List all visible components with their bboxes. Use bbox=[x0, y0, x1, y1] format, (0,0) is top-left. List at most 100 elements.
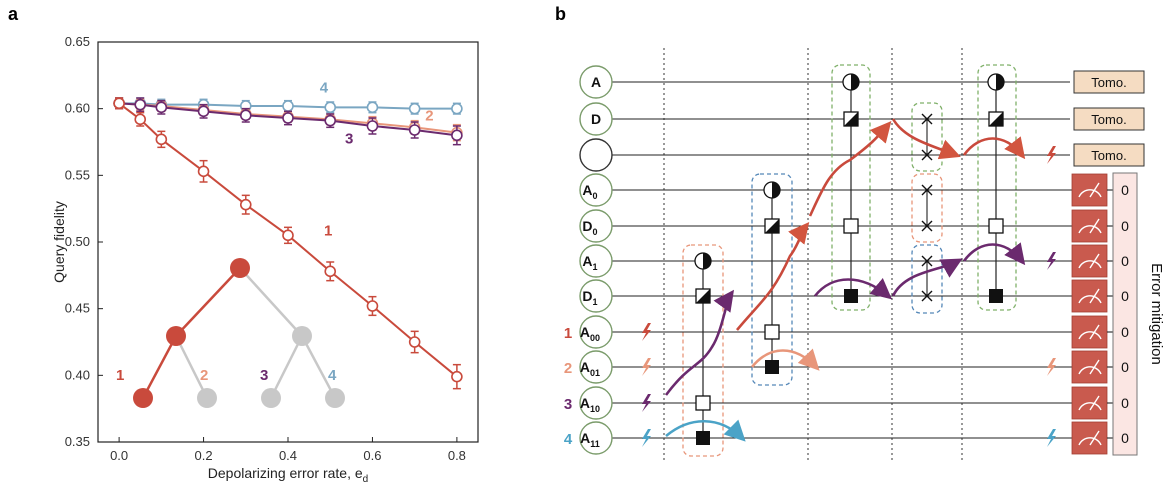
qubit-node-10 bbox=[579, 421, 613, 455]
tree-node-active bbox=[133, 388, 153, 408]
tree-node bbox=[261, 388, 281, 408]
readout-zero: 0 bbox=[1121, 430, 1129, 446]
series-4-point bbox=[451, 102, 463, 115]
swap-cross bbox=[921, 149, 933, 161]
series-3-point bbox=[197, 105, 210, 118]
half-square-fill bbox=[989, 112, 1003, 126]
readout-zero: 0 bbox=[1121, 288, 1129, 304]
swap-group-box bbox=[911, 173, 943, 243]
tomo-box-1 bbox=[1073, 107, 1145, 131]
series-4-line bbox=[119, 102, 457, 110]
flow-arrow bbox=[665, 419, 746, 442]
series-1-point bbox=[155, 133, 168, 146]
readout-zero: 0 bbox=[1121, 359, 1129, 375]
tomo-label-0: Tomo. bbox=[1091, 75, 1126, 90]
quantum-circuit: ADA0D0A1D1A00A01A10A111234Tomo.Tomo.Tomo… bbox=[564, 48, 1165, 462]
query-tree: 1 2 3 4 bbox=[116, 258, 345, 408]
noise-bolt-icon bbox=[642, 429, 651, 447]
y-tick-label: 0.50 bbox=[65, 234, 90, 249]
panel-b-label: b bbox=[555, 4, 566, 24]
flow-arrow bbox=[891, 258, 963, 297]
meter-needle bbox=[1089, 324, 1100, 340]
qubit-node-7 bbox=[579, 315, 613, 349]
series-4-point bbox=[282, 100, 294, 112]
qubit-node-9 bbox=[579, 386, 613, 420]
query-number-1: 1 bbox=[564, 325, 572, 342]
x-tick-label: 0.2 bbox=[195, 448, 213, 463]
panel-a-label: a bbox=[8, 4, 19, 24]
half-square-fill bbox=[844, 112, 858, 126]
qubit-node-4 bbox=[579, 209, 613, 243]
error-mitigation-label: Error mitigation bbox=[1148, 263, 1165, 365]
query-number-2: 2 bbox=[564, 360, 572, 377]
y-tick-label: 0.60 bbox=[65, 101, 90, 116]
query-number-3: 3 bbox=[564, 396, 572, 413]
measurement-box bbox=[1071, 315, 1108, 349]
y-tick-label: 0.65 bbox=[65, 34, 90, 49]
query-number-4: 4 bbox=[564, 431, 573, 448]
fidelity-chart: 0.35 0.40 0.45 0.50 0.55 0.60 0.65 0.0 0.2 0.4 0.6… bbox=[51, 34, 479, 485]
meter-needle bbox=[1089, 395, 1100, 411]
half-square-fill bbox=[765, 219, 779, 233]
meter-needle bbox=[1089, 218, 1100, 234]
tree-edge-path bbox=[175, 267, 241, 337]
open-square-control bbox=[843, 218, 859, 234]
series-3-point bbox=[239, 109, 252, 122]
tree-node bbox=[197, 388, 217, 408]
tree-edge-path bbox=[141, 335, 178, 399]
tomo-label-1: Tomo. bbox=[1091, 112, 1126, 127]
tomo-box-0 bbox=[1073, 70, 1145, 94]
flow-arrow bbox=[808, 121, 892, 217]
open-square-control bbox=[988, 218, 1004, 234]
half-circle-fill bbox=[996, 74, 1004, 90]
series-1-point bbox=[134, 113, 147, 126]
meter-needle bbox=[1089, 359, 1100, 375]
qubit-label-0: A bbox=[591, 74, 601, 90]
meter-icon bbox=[1078, 402, 1102, 411]
series-3-point bbox=[134, 98, 147, 111]
series-3-point bbox=[155, 101, 168, 114]
swap-cross bbox=[921, 184, 933, 196]
open-square-control bbox=[695, 395, 711, 411]
readout-zero: 0 bbox=[1121, 218, 1129, 234]
tree-node-active bbox=[230, 258, 250, 278]
tree-edge bbox=[300, 335, 337, 399]
readout-zero: 0 bbox=[1121, 253, 1129, 269]
tree-node bbox=[325, 388, 345, 408]
noise-bolt-icon bbox=[1047, 252, 1056, 270]
series-3-point bbox=[282, 112, 294, 124]
swap-cross bbox=[921, 220, 933, 232]
qubit-label-1: D bbox=[591, 111, 601, 127]
series-1-point bbox=[366, 300, 379, 312]
series-2-label: 2 bbox=[425, 108, 433, 125]
qubit-node-1 bbox=[579, 102, 613, 136]
qubit-node-2 bbox=[579, 138, 613, 172]
tree-leaf-label-3: 3 bbox=[260, 367, 268, 384]
qubit-node-8 bbox=[579, 350, 613, 384]
swap-cross bbox=[921, 290, 933, 302]
open-square-control bbox=[764, 324, 780, 340]
meter-needle bbox=[1089, 182, 1100, 198]
tree-node-active bbox=[166, 326, 186, 346]
flow-arrow bbox=[962, 136, 1026, 160]
series-4-label: 4 bbox=[320, 80, 329, 97]
qubit-node-3 bbox=[579, 173, 613, 207]
half-square-fill bbox=[696, 289, 710, 303]
series-1-point bbox=[282, 229, 294, 242]
meter-icon bbox=[1078, 331, 1102, 340]
meter-icon bbox=[1078, 366, 1102, 375]
y-axis-label: Query fidelity bbox=[51, 201, 67, 283]
flow-arrow bbox=[664, 289, 735, 396]
tree-leaf-label-2: 2 bbox=[200, 367, 208, 384]
flow-arrow bbox=[735, 221, 810, 331]
half-circle-fill bbox=[703, 253, 711, 269]
tree-edge bbox=[174, 335, 209, 399]
filled-square-target bbox=[765, 360, 779, 374]
series-3-point bbox=[324, 114, 337, 127]
x-tick-label: 0.0 bbox=[110, 448, 128, 463]
tree-edge bbox=[269, 335, 304, 399]
y-tick-label: 0.45 bbox=[65, 301, 90, 316]
readout-zero: 0 bbox=[1121, 395, 1129, 411]
meter-icon bbox=[1078, 437, 1102, 446]
noise-bolt-icon bbox=[1047, 146, 1056, 164]
